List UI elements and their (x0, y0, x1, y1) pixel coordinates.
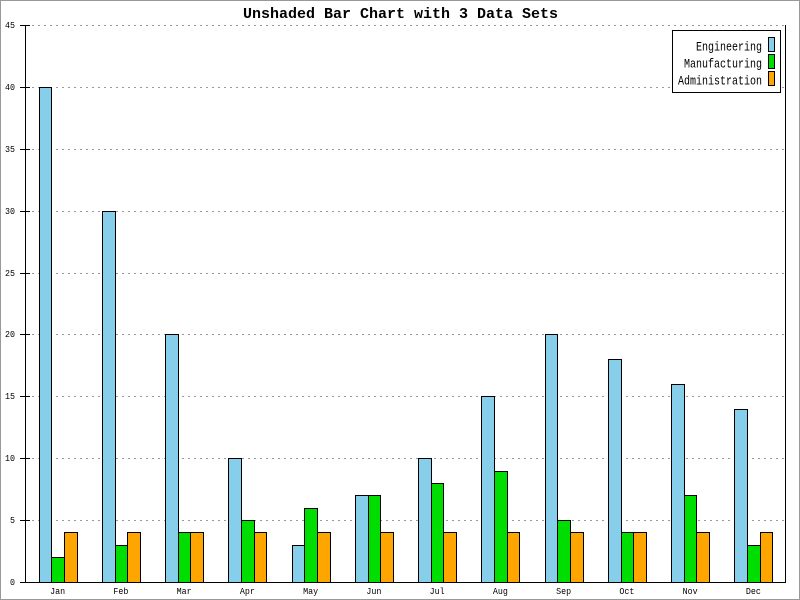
svg-text:Unshaded Bar Chart with 3 Data: Unshaded Bar Chart with 3 Data Sets (243, 6, 558, 23)
svg-text:Nov: Nov (683, 587, 699, 597)
svg-text:40: 40 (5, 83, 15, 93)
svg-text:0: 0 (10, 578, 15, 588)
svg-text:Oct: Oct (619, 587, 634, 597)
svg-text:Aug: Aug (493, 587, 508, 597)
svg-text:Feb: Feb (113, 587, 128, 597)
svg-text:Administration: Administration (678, 75, 762, 89)
svg-text:Sep: Sep (556, 587, 571, 597)
svg-text:45: 45 (5, 21, 15, 31)
svg-text:Manufacturing: Manufacturing (684, 58, 762, 72)
svg-text:25: 25 (5, 269, 15, 279)
svg-text:10: 10 (5, 454, 15, 464)
svg-text:5: 5 (10, 516, 15, 526)
svg-text:30: 30 (5, 207, 15, 217)
svg-text:Engineering: Engineering (696, 41, 762, 55)
svg-text:15: 15 (5, 392, 15, 402)
svg-text:Jul: Jul (430, 587, 445, 597)
svg-text:Jun: Jun (366, 587, 381, 597)
svg-text:May: May (303, 587, 319, 597)
svg-text:35: 35 (5, 145, 15, 155)
svg-text:Mar: Mar (177, 587, 192, 597)
svg-text:Dec: Dec (746, 587, 761, 597)
svg-text:Apr: Apr (240, 587, 255, 597)
svg-text:20: 20 (5, 330, 15, 340)
svg-text:Jan: Jan (50, 587, 65, 597)
